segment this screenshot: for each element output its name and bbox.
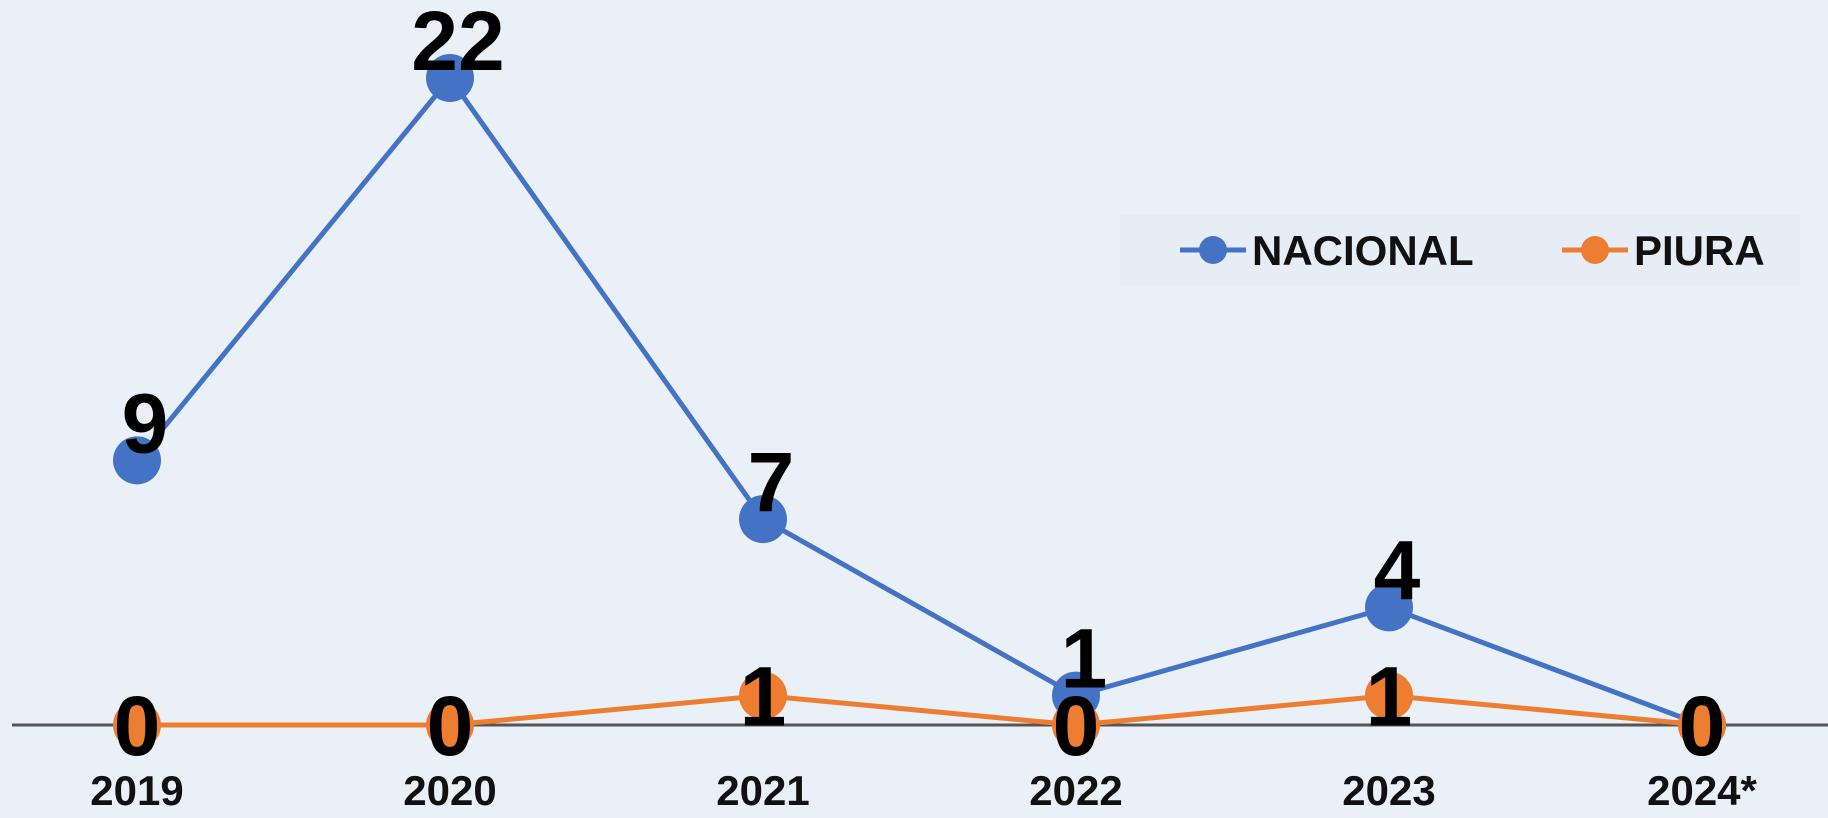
x-tick-label-2019: 2019: [90, 767, 183, 814]
data-label-nacional-2021: 7: [748, 435, 795, 529]
x-axis-tick-labels: 2019 2020 2021 2022 2023 2024*: [90, 767, 1757, 814]
data-label-piura-2019: 0: [114, 679, 161, 773]
data-label-nacional-2023: 4: [1374, 523, 1421, 617]
data-label-piura-2022: 0: [1053, 679, 1100, 773]
point-nacional-2023: [1365, 583, 1413, 632]
point-nacional-2021: [739, 495, 787, 544]
x-tick-label-2020: 2020: [403, 767, 496, 814]
legend-marker-piura: [1581, 236, 1609, 264]
series-line-piura: [137, 693, 1703, 728]
data-label-nacional-2019: 9: [122, 376, 169, 470]
data-label-nacional-2022: 1: [1061, 612, 1108, 706]
legend-item-nacional: NACIONAL: [1180, 227, 1474, 274]
point-nacional-2019: [113, 436, 161, 485]
point-piura-2019: [113, 701, 161, 749]
point-piura-2021: [739, 671, 787, 720]
point-piura-2020: [426, 701, 474, 749]
data-label-piura-2021: 1: [740, 650, 787, 744]
data-label-piura-2023: 1: [1366, 650, 1413, 744]
data-label-piura-2024: 0: [1679, 679, 1726, 773]
point-piura-2024: [1678, 701, 1726, 749]
point-piura-2022: [1052, 701, 1100, 749]
series-line-nacional: [135, 75, 1703, 728]
data-label-nacional-2024: 0: [1679, 679, 1726, 773]
legend-label-nacional: NACIONAL: [1252, 227, 1474, 274]
legend: NACIONAL PIURA: [1180, 227, 1765, 274]
legend-marker-nacional: [1199, 236, 1227, 264]
point-nacional-2020: [426, 54, 474, 102]
x-tick-label-2021: 2021: [716, 767, 809, 814]
data-label-nacional-2020: 22: [411, 0, 504, 88]
series-lines: [135, 75, 1703, 728]
x-tick-label-2022: 2022: [1029, 767, 1122, 814]
series-markers: [113, 54, 1726, 749]
x-tick-label-2024: 2024*: [1647, 767, 1757, 814]
legend-label-piura: PIURA: [1634, 227, 1765, 274]
x-tick-label-2023: 2023: [1342, 767, 1435, 814]
point-piura-2023: [1365, 671, 1413, 720]
data-label-piura-2020: 0: [427, 679, 474, 773]
legend-item-piura: PIURA: [1562, 227, 1765, 274]
